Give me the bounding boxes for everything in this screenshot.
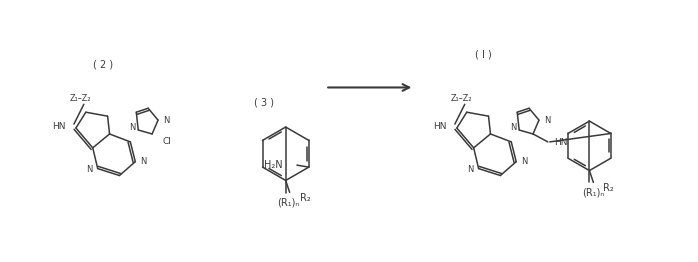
- Text: N: N: [87, 165, 93, 174]
- Text: ( 2 ): ( 2 ): [93, 60, 112, 70]
- Text: N: N: [521, 157, 528, 166]
- Text: ( 3 ): ( 3 ): [254, 97, 274, 107]
- Text: ( I ): ( I ): [475, 50, 492, 60]
- Text: Cl: Cl: [162, 137, 171, 146]
- Text: R₂: R₂: [603, 183, 614, 193]
- Text: H₂N: H₂N: [265, 160, 283, 170]
- Text: N: N: [544, 116, 550, 125]
- Text: R₂: R₂: [299, 193, 311, 203]
- Text: HN: HN: [554, 138, 567, 147]
- Text: N: N: [163, 116, 170, 125]
- Text: HN: HN: [52, 122, 66, 130]
- Text: N: N: [140, 157, 147, 166]
- Text: (R₁)ₙ: (R₁)ₙ: [278, 197, 299, 207]
- Text: Z₁–Z₂: Z₁–Z₂: [70, 94, 91, 103]
- Text: (R₁)ₙ: (R₁)ₙ: [582, 187, 604, 197]
- Text: N: N: [129, 123, 135, 132]
- Text: HN: HN: [433, 122, 447, 130]
- Text: N: N: [510, 123, 517, 132]
- Text: N: N: [467, 165, 474, 174]
- Text: Z₁–Z₂: Z₁–Z₂: [451, 94, 473, 103]
